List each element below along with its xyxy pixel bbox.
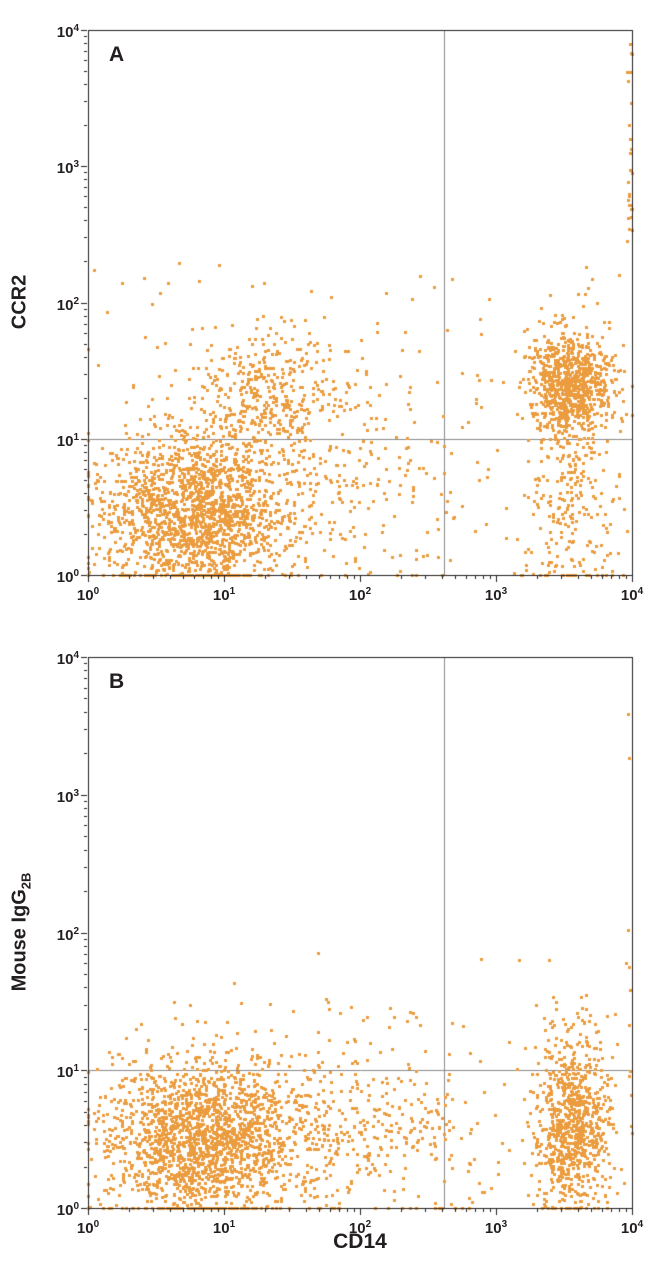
y-tick-label: 104 — [56, 650, 79, 668]
x-tick-label: 101 — [212, 1219, 236, 1237]
panel-b-y-axis-label-text: Mouse IgG — [8, 889, 31, 992]
y-tick-label: 103 — [56, 159, 79, 178]
x-tick-label: 103 — [484, 586, 508, 604]
y-tick-label: 100 — [56, 568, 79, 586]
panel-a-y-axis-label-text: CCR2 — [8, 274, 31, 330]
panel-b-y-axis-label-sub: 2B — [18, 872, 34, 890]
y-tick-label: 103 — [56, 787, 79, 806]
panel-b-y-axis-label: Mouse IgG2B — [9, 873, 34, 992]
y-tick-label: 104 — [56, 23, 79, 41]
x-tick-label: 103 — [484, 1219, 508, 1237]
x-tick-label: 101 — [212, 586, 236, 604]
y-tick-label: 100 — [56, 1201, 79, 1219]
panel-b-label: B — [109, 670, 125, 693]
x-tick-label: 100 — [76, 1219, 100, 1237]
x-tick-label: 100 — [76, 586, 100, 604]
y-tick-label: 101 — [56, 431, 79, 450]
x-tick-label: 102 — [348, 1219, 372, 1237]
panel-a-label: A — [109, 43, 125, 66]
x-axis-label: CD14 — [333, 1230, 387, 1253]
y-tick-label: 101 — [56, 1063, 79, 1082]
x-tick-label: 104 — [620, 1219, 644, 1237]
panel-a-y-axis-label: CCR2 — [9, 275, 34, 329]
y-tick-label: 102 — [56, 295, 79, 314]
x-tick-label: 104 — [620, 586, 644, 604]
y-tick-label: 102 — [56, 925, 79, 944]
x-tick-label: 102 — [348, 586, 372, 604]
